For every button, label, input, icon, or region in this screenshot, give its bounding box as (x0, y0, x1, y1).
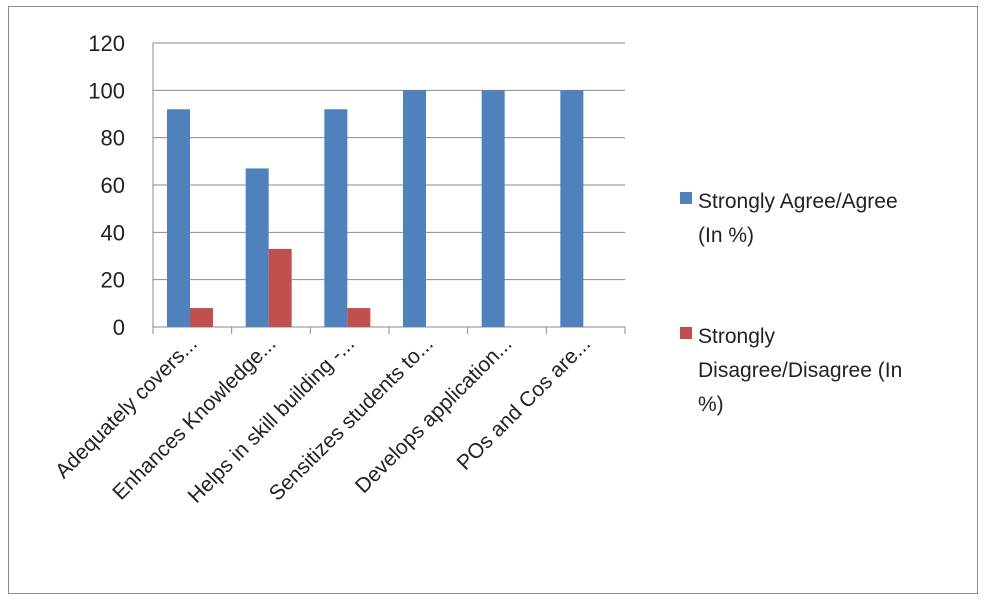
legend-label: Strongly Agree/Agree (698, 190, 898, 213)
legend-label: %) (698, 393, 724, 416)
y-tick-label: 20 (101, 268, 125, 293)
y-tick-label: 100 (88, 78, 125, 103)
y-tick-label: 60 (101, 173, 125, 198)
bar-agree (245, 168, 269, 327)
bar-disagree (190, 308, 213, 327)
x-tick-label: Adequately covers... (51, 332, 202, 483)
legend-swatch (680, 327, 692, 339)
y-tick-label: 80 (101, 126, 125, 151)
bar-disagree (268, 248, 292, 327)
legend-swatch (680, 192, 692, 204)
y-tick-label: 40 (101, 220, 125, 245)
bar-agree (560, 90, 584, 327)
y-tick-label: 120 (88, 31, 125, 56)
legend-label: (In %) (698, 224, 754, 247)
x-tick-label: Develops application... (351, 332, 517, 498)
bar-disagree (347, 308, 371, 327)
legend-label: Strongly (698, 325, 776, 348)
bar-agree (324, 109, 348, 328)
bar-agree (403, 90, 426, 327)
y-tick-label: 0 (113, 315, 125, 340)
bar-agree (481, 90, 505, 327)
bar-agree (167, 109, 190, 328)
x-tick-label: Enhances Knowledge... (108, 332, 280, 504)
x-tick-label: POs and Cos are... (453, 332, 596, 475)
legend-label: Disagree/Disagree (In (698, 359, 902, 382)
x-tick-label: Sensitizes students to... (265, 332, 438, 505)
